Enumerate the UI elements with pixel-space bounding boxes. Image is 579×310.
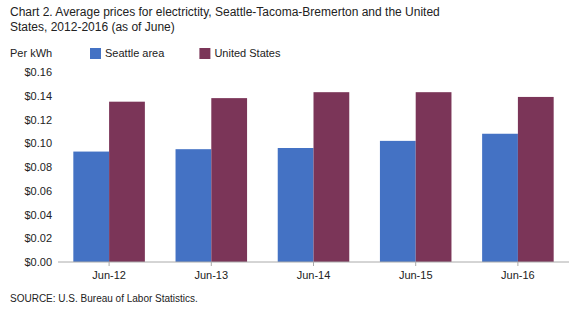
x-tick-label: Jun-15 bbox=[399, 269, 433, 281]
y-tick-label: $0.00 bbox=[24, 256, 52, 268]
x-tick bbox=[109, 262, 110, 266]
bar bbox=[518, 97, 554, 262]
y-tick-label: $0.16 bbox=[24, 66, 52, 78]
y-tick-label: $0.10 bbox=[24, 137, 52, 149]
bar bbox=[416, 92, 452, 262]
legend-label: Seattle area bbox=[105, 47, 165, 59]
legend-swatch bbox=[90, 48, 101, 59]
bar bbox=[314, 92, 350, 262]
legend-label: United States bbox=[214, 47, 281, 59]
legend-swatch bbox=[199, 48, 210, 59]
title: Chart 2. Average prices for electrictity… bbox=[10, 5, 440, 19]
x-tick bbox=[517, 262, 518, 266]
subtitle: States, 2012-2016 (as of June) bbox=[10, 20, 175, 34]
y-tick-label: $0.08 bbox=[24, 161, 52, 173]
bar bbox=[109, 102, 145, 262]
bars bbox=[73, 92, 553, 262]
legend: Seattle area United States bbox=[90, 47, 281, 59]
x-axis: Jun-12 Jun-13 Jun-14 Jun-15 Jun-16 bbox=[58, 262, 569, 281]
x-tick-label: Jun-16 bbox=[501, 269, 535, 281]
y-tick-label: $0.14 bbox=[24, 90, 52, 102]
source-note: SOURCE: U.S. Bureau of Labor Statistics. bbox=[10, 293, 198, 304]
bar bbox=[176, 149, 212, 262]
y-axis-label: Per kWh bbox=[10, 47, 52, 59]
x-tick bbox=[211, 262, 212, 266]
y-tick-label: $0.06 bbox=[24, 185, 52, 197]
bar bbox=[482, 134, 518, 262]
y-tick-label: $0.02 bbox=[24, 232, 52, 244]
y-axis: $0.00 $0.02 $0.04 $0.06 $0.08 $0.10 $0.12 $0.14… bbox=[24, 66, 52, 268]
x-tick-label: Jun-13 bbox=[194, 269, 228, 281]
chart: Chart 2. Average prices for electrictity… bbox=[0, 0, 579, 310]
x-tick bbox=[415, 262, 416, 266]
x-tick-label: Jun-14 bbox=[297, 269, 331, 281]
bar bbox=[73, 152, 109, 262]
y-tick-label: $0.04 bbox=[24, 209, 52, 221]
bar bbox=[380, 141, 416, 262]
x-tick bbox=[313, 262, 314, 266]
y-tick-label: $0.12 bbox=[24, 114, 52, 126]
x-tick-label: Jun-12 bbox=[92, 269, 126, 281]
bar bbox=[278, 148, 314, 262]
bar bbox=[211, 98, 247, 262]
